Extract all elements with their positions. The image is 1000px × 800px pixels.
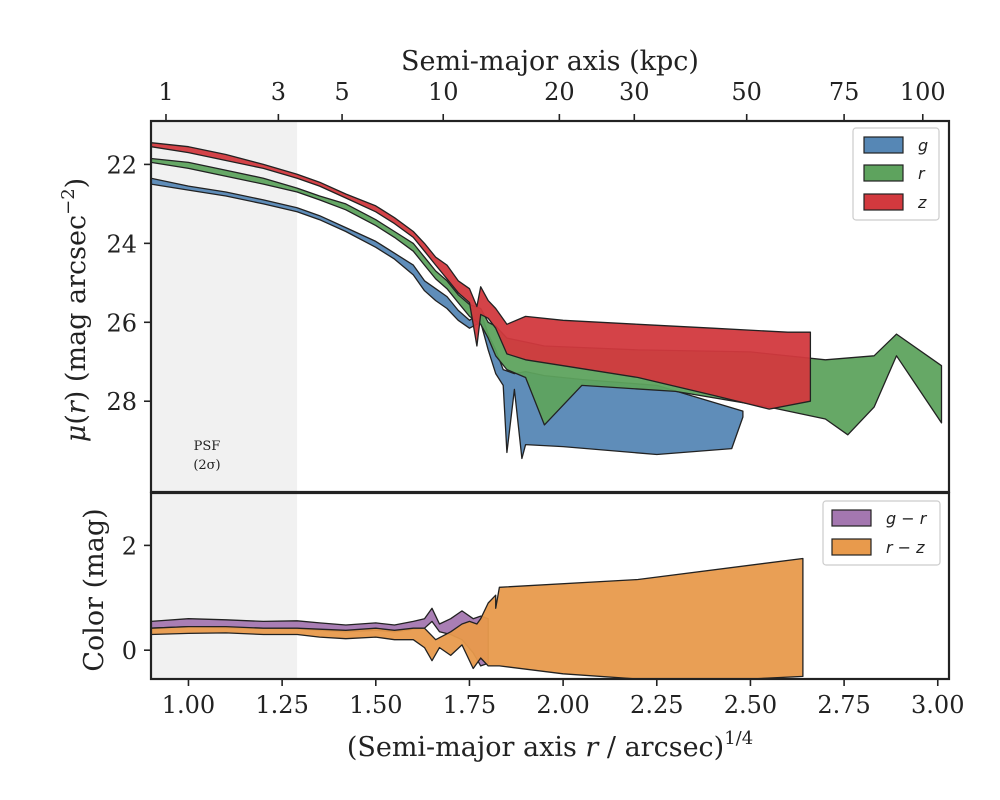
legend-swatch-r <box>863 164 904 182</box>
x-tick-label: 1.75 <box>443 691 496 719</box>
x-axis-title: (Semi-major axis r / arcsec)1/4 <box>347 728 753 763</box>
x-tick-label: 1.25 <box>255 691 308 719</box>
bottom-y-tick-label: 2 <box>122 532 137 560</box>
x-tick-label: 2.25 <box>630 691 683 719</box>
x-tick-label: 2.00 <box>536 691 589 719</box>
legend-swatch-g <box>863 136 904 154</box>
series-band-g <box>151 177 744 460</box>
top-y-axis-title: μ(r) (mag arcsec−2) <box>58 178 92 442</box>
top-panel-series <box>151 142 943 460</box>
bottom-panel-series <box>151 557 804 679</box>
legend-swatch-g-r <box>831 509 872 527</box>
top-axis-title: Semi-major axis (kpc) <box>401 46 699 77</box>
x-tick-label: 1.00 <box>162 691 215 719</box>
psf-shade-top <box>151 121 298 492</box>
x-tick-label: 2.50 <box>724 691 777 719</box>
top-y-tick-label: 24 <box>106 230 137 258</box>
top-x-tick-label: 50 <box>731 78 762 106</box>
bottom-legend: g − r r − z <box>822 500 941 566</box>
top-y-tick-label: 28 <box>106 388 137 416</box>
top-x-tick-label: 100 <box>900 78 946 106</box>
legend-label-r-z: r − z <box>886 538 925 557</box>
axis-ticks: 1.00 1.25 1.50 1.75 2.00 2.25 2.50 2.75 3.00 1 3 5 1… <box>106 78 964 719</box>
series-band-z <box>151 142 812 410</box>
x-tick-label: 1.50 <box>349 691 402 719</box>
top-x-tick-label: 20 <box>544 78 575 106</box>
top-x-tick-label: 1 <box>158 78 173 106</box>
top-x-tick-label: 10 <box>428 78 459 106</box>
top-legend: g r z <box>852 127 940 221</box>
top-y-tick-label: 26 <box>106 309 137 337</box>
bottom-y-axis-title: Color (mag) <box>79 508 110 671</box>
top-x-tick-label: 5 <box>334 78 349 106</box>
x-tick-label: 3.00 <box>911 691 964 719</box>
top-x-tick-label: 30 <box>619 78 650 106</box>
psf-label-line1: PSF <box>194 439 221 454</box>
legend-label-r: r <box>918 164 926 183</box>
legend-swatch-r-z <box>831 538 872 556</box>
top-x-tick-label: 75 <box>829 78 860 106</box>
legend-label-g-r: g − r <box>886 509 928 528</box>
bottom-panel-frame <box>149 491 951 681</box>
bottom-y-tick-label: 0 <box>122 637 137 665</box>
psf-shade-bottom <box>151 493 298 679</box>
top-x-tick-label: 3 <box>271 78 286 106</box>
legend-swatch-z <box>863 193 904 211</box>
legend-label-g: g <box>918 136 928 155</box>
series-band-rz <box>151 557 804 679</box>
psf-label-line2: (2σ) <box>193 458 220 473</box>
top-y-tick-label: 22 <box>106 151 137 179</box>
x-tick-label: 2.75 <box>817 691 870 719</box>
legend-label-z: z <box>917 193 927 212</box>
